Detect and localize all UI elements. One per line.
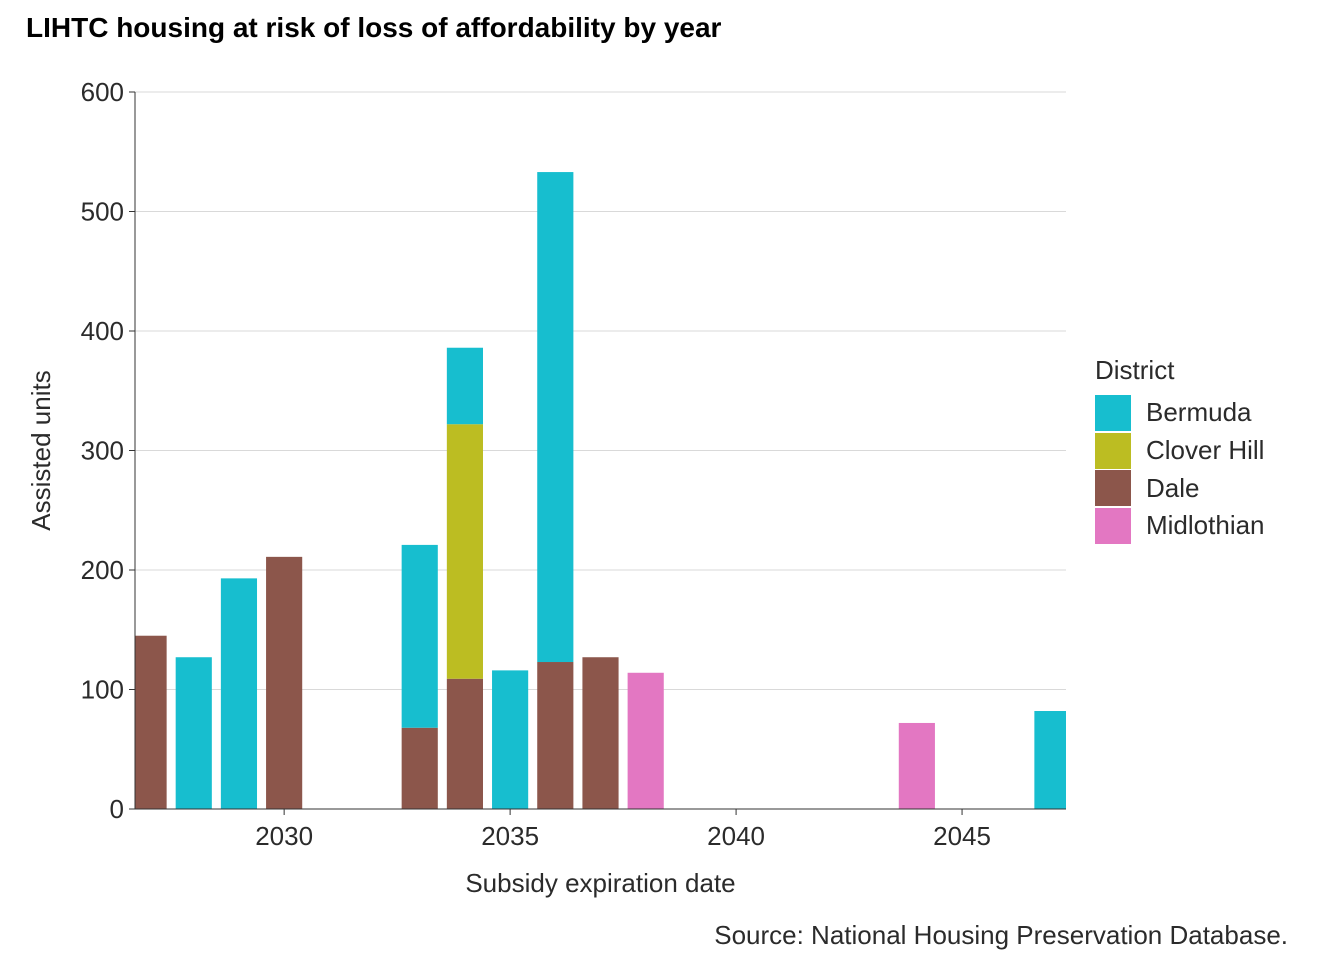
legend-label-midlothian: Midlothian [1146,510,1265,541]
chart-caption: Source: National Housing Preservation Da… [714,920,1288,950]
legend-label-dale: Dale [1146,472,1200,503]
legend-item-dale: Dale [1095,469,1265,507]
y-tick-label-500: 500 [81,197,124,227]
legend-label-bermuda: Bermuda [1146,397,1252,428]
legend-item-bermuda: Bermuda [1095,394,1265,432]
bar-2029-bermuda [220,578,258,809]
legend-label-clover-hill: Clover Hill [1146,435,1265,466]
x-axis-title: Subsidy expiration date [465,868,735,898]
legend-swatch-dale [1095,470,1131,507]
bar-2034-clover-hill [446,424,483,679]
x-tick-label-2030: 2030 [255,821,313,851]
bar-2034-bermuda [446,347,483,425]
legend: District Bermuda Clover Hill Dale Midlot… [1095,354,1265,545]
y-tick-label-300: 300 [81,436,124,466]
legend-swatch-bermuda [1095,394,1131,431]
bar-2033-dale [401,727,438,809]
x-tick-label-2045: 2045 [933,821,991,851]
chart-title: LIHTC housing at risk of loss of afforda… [26,12,722,43]
x-tick-label-2040: 2040 [707,821,765,851]
y-tick-label-400: 400 [81,316,124,346]
y-axis-title: Assisted units [26,370,56,530]
bar-2033-bermuda [401,544,438,728]
bar-2036-dale [537,662,574,809]
bar-2027-dale [135,635,167,809]
legend-title: District [1095,355,1175,385]
y-tick-label-200: 200 [81,555,124,585]
y-tick-label-600: 600 [81,77,124,107]
legend-item-midlothian: Midlothian [1095,507,1265,545]
bar-2038-midlothian [627,672,664,809]
bar-2044-midlothian [898,722,935,809]
bar-2030-dale [266,556,303,809]
legend-swatch-midlothian [1095,507,1131,544]
bar-2037-dale [582,657,619,809]
bar-2036-bermuda [537,172,574,663]
legend-item-clover-hill: Clover Hill [1095,432,1265,470]
y-tick-label-0: 0 [110,794,124,824]
y-tick-label-100: 100 [81,675,124,705]
legend-swatch-clover-hill [1095,432,1131,469]
bar-2028-bermuda [175,657,212,809]
bar-2047-bermuda [1034,711,1066,809]
x-tick-label-2035: 2035 [481,821,539,851]
bar-2035-bermuda [492,670,529,809]
bar-2034-dale [446,678,483,809]
